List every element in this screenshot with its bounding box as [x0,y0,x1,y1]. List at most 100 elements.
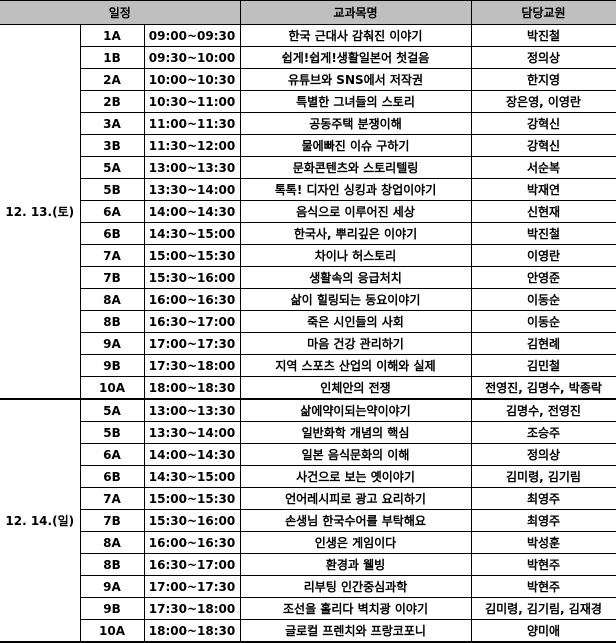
code-cell: 7A [79,244,145,267]
table-row: 1B 09:30~10:00 쉽게!쉽게!생활일본어 첫걸음 정의상 [0,46,616,69]
teacher-cell: 김민철 [470,354,616,377]
course-cell: 인생은 게임이다 [239,531,472,554]
table-row: 8A 16:00~16:30 삶이 힐링되는 동요이야기 이동순 [0,288,616,311]
time-cell: 15:00~15:30 [143,487,241,510]
code-cell: 9B [79,354,145,377]
table-row: 7A 15:00~15:30 언어레시피로 광고 요리하기 최영주 [0,487,616,510]
code-cell: 3B [79,134,145,157]
table-row: 12. 14.(일) 5A 13:00~13:30 삶에약이되는약이야기 김명수, 전영… [0,398,616,643]
code-cell: 6A [79,443,145,466]
course-cell: 조선을 홀리다 벽치광 이야기 [239,597,472,620]
code-cell: 6B [79,222,145,245]
course-cell: 톡톡! 디자인 싱킹과 창업이야기 [239,178,472,201]
code-cell: 6A [79,200,145,223]
course-cell: 생활속의 응급처치 [239,266,472,289]
teacher-cell: 최영주 [470,509,616,532]
teacher-cell: 박재연 [470,178,616,201]
table-row: 7B 15:30~16:00 생활속의 응급처치 안영준 [0,266,616,289]
course-cell: 언어레시피로 광고 요리하기 [239,487,472,510]
course-cell: 한국사, 뿌리깊은 이야기 [239,222,472,245]
table-row: 9A 17:00~17:30 마음 건강 관리하기 김현례 [0,332,616,355]
code-cell: 8B [79,310,145,333]
time-cell: 13:30~14:00 [143,178,241,201]
teacher-cell: 김미령, 김기림, 김재경 [470,597,616,620]
time-cell: 13:00~13:30 [143,398,241,422]
teacher-cell: 강혁신 [470,112,616,135]
course-cell: 공동주택 분쟁이해 [239,112,472,135]
teacher-cell: 정의상 [470,443,616,466]
teacher-cell: 신현재 [470,200,616,223]
course-cell: 손생님 한국수어를 부탁해요 [239,509,472,532]
teacher-cell: 양미애 [470,619,616,643]
table-row: 7B 15:30~16:00 손생님 한국수어를 부탁해요 최영주 [0,509,616,532]
course-cell: 삶이 힐링되는 동요이야기 [239,288,472,311]
teacher-cell: 박성훈 [470,531,616,554]
table-row: 6B 14:30~15:00 한국사, 뿌리깊은 이야기 박진철 [0,222,616,245]
time-cell: 14:30~15:00 [143,222,241,245]
teacher-cell: 박진철 [470,24,616,47]
time-cell: 15:30~16:00 [143,266,241,289]
table-row: 3A 11:00~11:30 공동주택 분쟁이해 강혁신 [0,112,616,135]
time-cell: 16:30~17:00 [143,553,241,576]
table-row: 10A 18:00~18:30 인체안의 전쟁 전영진, 김명수, 박종락 [0,376,616,400]
course-cell: 특별한 그녀들의 스토리 [239,90,472,113]
course-cell: 문화콘텐츠와 스토리텔링 [239,156,472,179]
course-cell: 죽은 시인들의 사회 [239,310,472,333]
time-cell: 17:00~17:30 [143,575,241,598]
time-cell: 14:30~15:00 [143,465,241,488]
teacher-cell: 최영주 [470,487,616,510]
code-cell: 5B [79,178,145,201]
table-row: 9B 17:30~18:00 조선을 홀리다 벽치광 이야기 김미령, 김기림, 김재… [0,597,616,620]
time-cell: 11:30~12:00 [143,134,241,157]
header-schedule: 일정 [0,0,241,25]
course-cell: 쉽게!쉽게!생활일본어 첫걸음 [239,46,472,69]
teacher-cell: 박현주 [470,553,616,576]
table-row: 8B 16:30~17:00 환경과 웰빙 박현주 [0,553,616,576]
code-cell: 7A [79,487,145,510]
course-cell: 리부팅 인간중심과학 [239,575,472,598]
table-row: 8B 16:30~17:00 죽은 시인들의 사회 이동순 [0,310,616,333]
code-cell: 9A [79,575,145,598]
header-teacher: 담당교원 [470,0,616,25]
time-cell: 11:00~11:30 [143,112,241,135]
code-cell: 10A [79,619,145,643]
course-cell: 환경과 웰빙 [239,553,472,576]
code-cell: 1A [79,24,145,47]
table-row: 9A 17:00~17:30 리부팅 인간중심과학 박현주 [0,575,616,598]
time-cell: 09:30~10:00 [143,46,241,69]
teacher-cell: 이동순 [470,288,616,311]
teacher-cell: 김미령, 김기림 [470,465,616,488]
table-row: 5B 13:30~14:00 일반화학 개념의 핵심 조승주 [0,421,616,444]
time-cell: 13:30~14:00 [143,421,241,444]
table-row: 8A 16:00~16:30 인생은 게임이다 박성훈 [0,531,616,554]
teacher-cell: 서순복 [470,156,616,179]
table-row: 6B 14:30~15:00 사건으로 보는 옛이야기 김미령, 김기림 [0,465,616,488]
course-cell: 음식으로 이루어진 세상 [239,200,472,223]
time-cell: 10:00~10:30 [143,68,241,91]
time-cell: 14:00~14:30 [143,443,241,466]
table-row: 2B 10:30~11:00 특별한 그녀들의 스토리 장은영, 이영란 [0,90,616,113]
table-row: 10A 18:00~18:30 글로컬 프렌치와 프랑코포니 양미애 [0,619,616,643]
code-cell: 5B [79,421,145,444]
course-cell: 지역 스포츠 산업의 이해와 실제 [239,354,472,377]
table-row: 2A 10:00~10:30 유튜브와 SNS에서 저작권 한지영 [0,68,616,91]
teacher-cell: 조승주 [470,421,616,444]
time-cell: 17:30~18:00 [143,354,241,377]
course-cell: 일본 음식문화의 이해 [239,443,472,466]
code-cell: 1B [79,46,145,69]
code-cell: 3A [79,112,145,135]
date-cell: 12. 13.(토) [0,24,81,400]
table-row: 5A 13:00~13:30 문화콘텐츠와 스토리텔링 서순복 [0,156,616,179]
time-cell: 16:00~16:30 [143,531,241,554]
course-cell: 인체안의 전쟁 [239,376,472,400]
time-cell: 14:00~14:30 [143,200,241,223]
code-cell: 7B [79,266,145,289]
teacher-cell: 강혁신 [470,134,616,157]
course-cell: 한국 근대사 감춰진 이야기 [239,24,472,47]
teacher-cell: 박진철 [470,222,616,245]
time-cell: 17:30~18:00 [143,597,241,620]
course-cell: 글로컬 프렌치와 프랑코포니 [239,619,472,643]
header-row: 일정 교과목명 담당교원 [0,0,616,25]
course-cell: 삶에약이되는약이야기 [239,398,472,422]
